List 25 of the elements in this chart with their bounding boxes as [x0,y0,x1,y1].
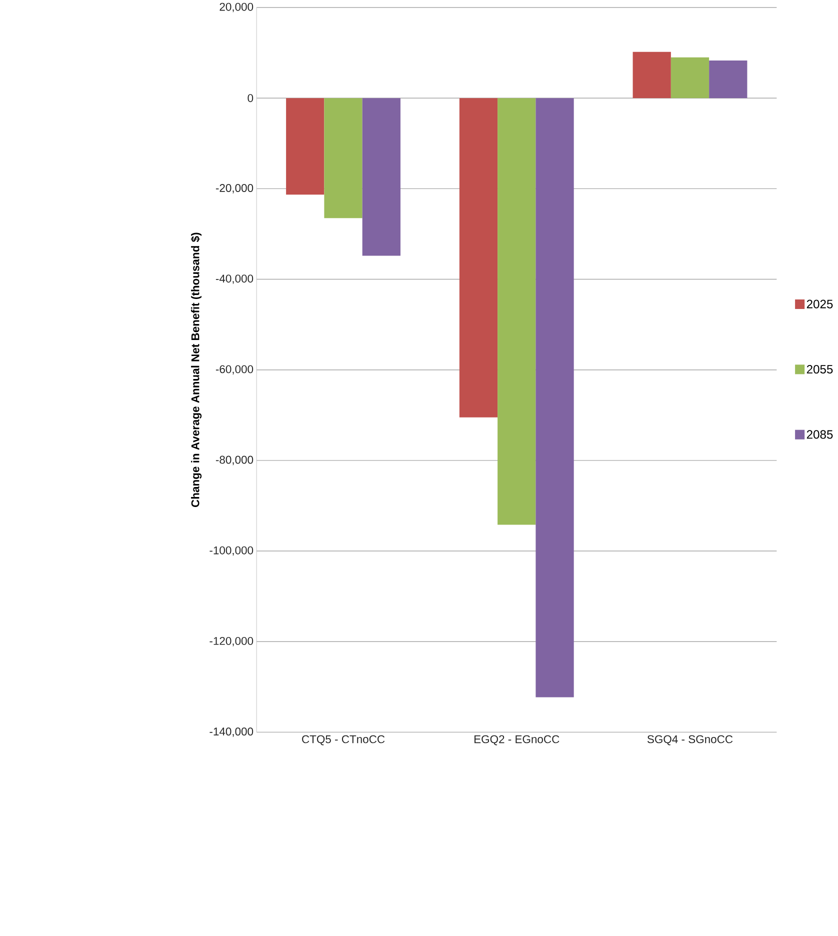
x-tick-label: EGQ2 - EGnoCC [474,735,560,746]
bar [286,98,324,195]
legend-label: 2025 [807,300,833,308]
y-axis-title: Change in Average Annual Net Benefit (thousand $) [191,232,202,508]
y-tick-label: -100,000 [210,546,254,556]
y-tick-label: -80,000 [216,456,254,466]
x-tick-label: SGQ4 - SGnoCC [648,735,733,746]
bar [709,60,748,98]
y-tick-label: -120,000 [210,636,254,646]
x-tick-label: CTQ5 - CTnoCC [302,735,385,746]
bar [633,52,672,98]
y-tick-label: -140,000 [210,728,254,737]
y-tick-label: -20,000 [216,184,254,194]
bar [671,57,710,98]
legend-label: 2055 [807,364,833,374]
y-tick-label: -40,000 [216,274,254,284]
legend-label: 2085 [807,430,833,439]
bar [362,98,401,256]
bar [536,98,574,698]
bar [324,98,363,218]
y-tick-label: 0 [248,94,254,102]
bar [460,98,498,418]
y-tick-label: 20,000 [220,2,254,12]
y-tick-label: -60,000 [216,365,254,374]
bar [498,98,536,525]
